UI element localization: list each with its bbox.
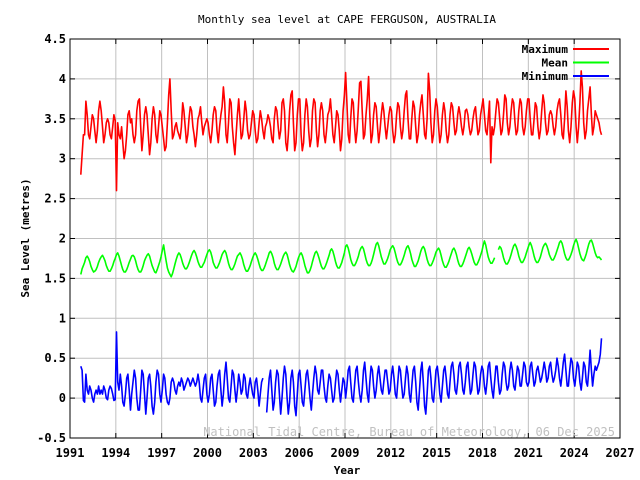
- y-tick-label: 2.5: [44, 192, 66, 206]
- y-tick-label: 0.5: [44, 351, 66, 365]
- series-line-minimum: [80, 331, 603, 417]
- x-tick-label: 2021: [514, 446, 543, 460]
- series-line-maximum: [80, 70, 603, 192]
- x-tick-label: 2018: [468, 446, 497, 460]
- x-tick-label: 2027: [606, 446, 635, 460]
- legend-label-mean: Mean: [542, 57, 569, 70]
- x-tick-label: 2024: [560, 446, 589, 460]
- y-tick-label: 3.5: [44, 112, 66, 126]
- x-tick-label: 2009: [331, 446, 360, 460]
- y-tick-label: 3: [59, 152, 66, 166]
- x-tick-label: 1994: [101, 446, 130, 460]
- x-tick-label: 2000: [193, 446, 222, 460]
- x-tick-label: 2012: [376, 446, 405, 460]
- y-tick-label: 4: [59, 72, 66, 86]
- plot-frame: [69, 38, 621, 439]
- y-tick-label: 4.5: [44, 32, 66, 46]
- x-tick-label: 2006: [285, 446, 314, 460]
- y-tick-label: 1.5: [44, 271, 66, 285]
- y-axis-label: Sea Level (metres): [19, 178, 32, 297]
- y-tick-label: -0.5: [37, 431, 66, 445]
- chart-title: Monthly sea level at CAPE FERGUSON, AUST…: [198, 13, 496, 26]
- y-tick-label: 0: [59, 391, 66, 405]
- series-lines: [80, 70, 603, 417]
- x-axis-label: Year: [334, 464, 361, 477]
- legend-label-maximum: Maximum: [522, 43, 569, 56]
- source-annotation: National Tidal Centre, Bureau of Meteoro…: [203, 425, 615, 439]
- x-tick-label: 2003: [239, 446, 268, 460]
- legend-label-minimum: Minimum: [522, 70, 569, 83]
- y-tick-label: 1: [59, 311, 66, 325]
- x-tick-label: 1991: [56, 446, 85, 460]
- x-tick-label: 2015: [422, 446, 451, 460]
- y-tick-label: 2: [59, 232, 66, 246]
- axis-ticks: 1991 1994 1997 2000 2003 2006 2009 2012 2015 2018…: [37, 32, 634, 460]
- series-line-mean: [80, 238, 603, 278]
- x-tick-label: 1997: [147, 446, 176, 460]
